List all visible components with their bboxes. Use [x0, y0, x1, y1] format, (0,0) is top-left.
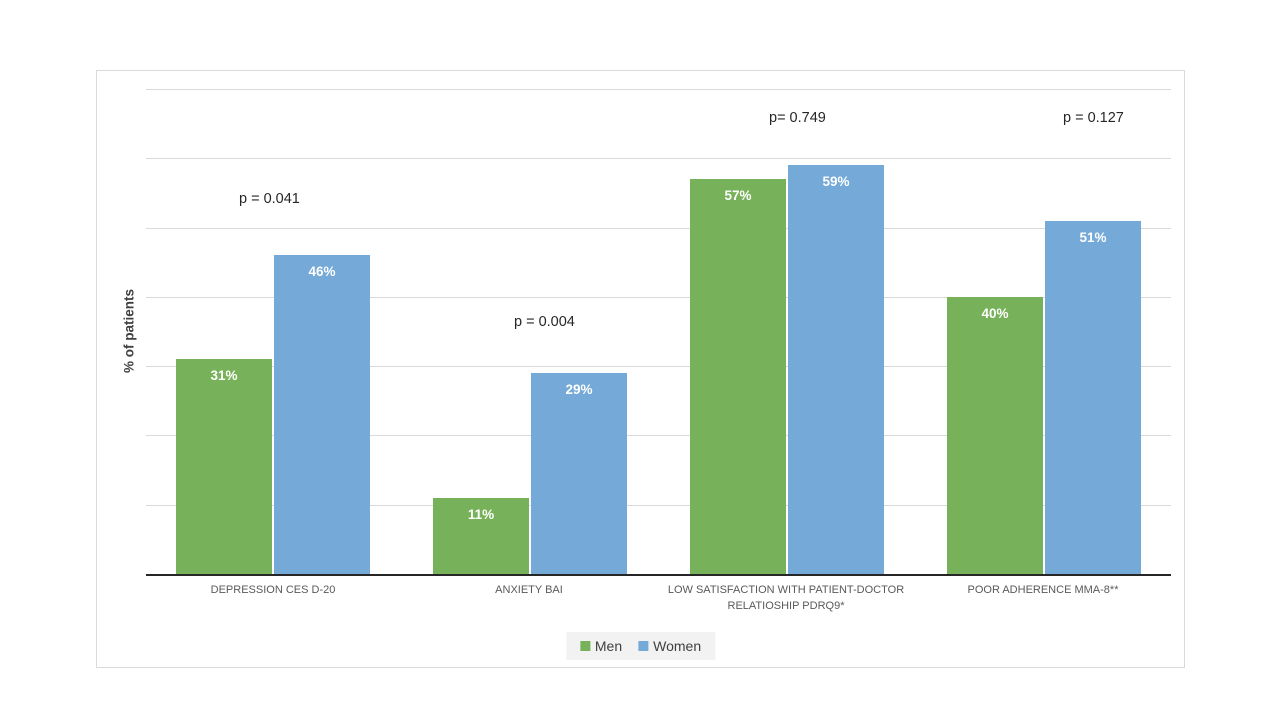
category-label-1: DEPRESSION CES D-20	[210, 584, 336, 596]
plot-area: 31% 46% 11% 29% 57% 59% 40% 51%	[146, 89, 1171, 576]
bar-value-label: 46%	[308, 264, 336, 280]
gridline-40	[146, 296, 1171, 298]
bar-group-3: 57% 59%	[690, 165, 884, 574]
bar-group-2: 11% 29%	[433, 373, 627, 574]
bar-women-3[interactable]: 59%	[788, 165, 884, 574]
bar-value-label: 40%	[981, 305, 1009, 321]
bar-value-label: 31%	[210, 368, 238, 384]
gridline-30	[146, 366, 1171, 368]
p-value-label-4: p = 0.127	[1063, 110, 1124, 126]
gridline-10	[146, 504, 1171, 506]
legend-item-men[interactable]: Men	[579, 638, 623, 654]
x-axis-line	[146, 574, 1171, 576]
category-labels-container: DEPRESSION CES D-20 ANXIETY BAI LOW SATISF…	[146, 583, 1171, 623]
bar-women-1[interactable]: 46%	[274, 255, 370, 574]
bar-groups-container: 31% 46% 11% 29% 57% 59% 40% 51%	[146, 89, 1171, 574]
bar-value-label: 11%	[467, 506, 495, 522]
legend-label: Men	[594, 638, 623, 654]
bar-women-2[interactable]: 29%	[531, 373, 627, 574]
p-value-label-1: p = 0.041	[239, 191, 300, 207]
category-label-3: LOW SATISFACTION WITH PATIENT-DOCTOR REL…	[667, 584, 905, 612]
gridline-70	[146, 89, 1171, 90]
gridline-50	[146, 227, 1171, 229]
bar-men-2[interactable]: 11%	[433, 497, 529, 574]
chart-frame: % of patients 31% 46% 11% 29% 57% 59% 40% 51% D…	[96, 70, 1185, 668]
bar-group-1: 31% 46%	[176, 255, 370, 574]
legend-item-women[interactable]: Women	[638, 638, 701, 654]
bar-value-label: 29%	[565, 382, 593, 398]
legend-label: Women	[653, 638, 702, 654]
bar-value-label: 57%	[724, 188, 752, 204]
bar-men-3[interactable]: 57%	[690, 179, 786, 574]
category-label-4: POOR ADHERENCE MMA-8**	[967, 584, 1119, 596]
p-value-label-3: p= 0.749	[769, 110, 826, 126]
bar-value-label: 59%	[822, 174, 850, 190]
legend-swatch-women	[638, 641, 649, 651]
bar-group-4: 40% 51%	[947, 220, 1141, 574]
y-axis-title: % of patients	[121, 288, 137, 374]
gridline-20	[146, 435, 1171, 437]
gridline-60	[146, 158, 1171, 160]
legend-swatch-men	[579, 641, 590, 651]
legend: Men Women	[565, 632, 716, 660]
bar-men-1[interactable]: 31%	[176, 359, 272, 574]
bar-value-label: 51%	[1079, 229, 1107, 245]
category-label-2: ANXIETY BAI	[495, 584, 563, 596]
bar-women-4[interactable]: 51%	[1045, 220, 1141, 574]
p-value-label-2: p = 0.004	[514, 314, 575, 330]
bar-men-4[interactable]: 40%	[947, 296, 1043, 574]
